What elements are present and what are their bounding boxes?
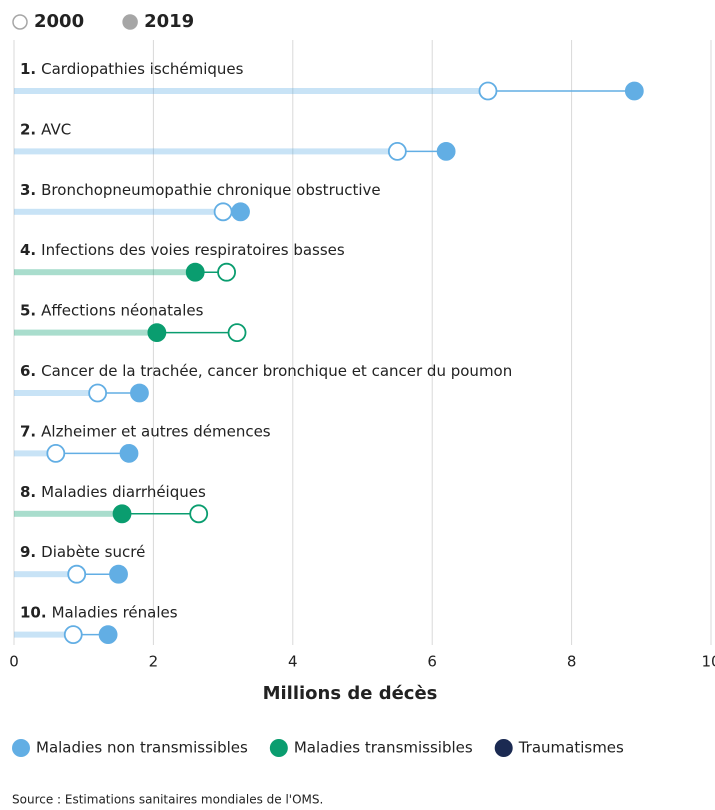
category-label: 5. Affections néonatales [20,301,204,319]
base-band [14,88,488,94]
x-tick-label: 6 [427,653,437,671]
base-band [14,329,157,336]
base-band [14,148,398,155]
rank: 5. [20,301,36,319]
base-band [14,510,123,517]
dot [217,262,236,282]
dot [478,81,498,101]
category-label: 7. Alzheimer et autres démences [20,422,271,440]
legend-label: Maladies transmissibles [294,739,473,757]
legend-label: Traumatismes [518,739,624,757]
category-label: 4. Infections des voies respiratoires bas… [20,241,345,259]
dot [436,141,456,161]
category-label: 1. Cardiopathies ischémiques [20,60,244,78]
category-name: AVC [41,120,71,138]
base-band [14,269,196,276]
category-name: Alzheimer et autres démences [41,422,271,440]
rank: 2. [20,120,36,138]
dot [213,202,233,222]
category-name: Infections des voies respiratoires basse… [41,241,345,259]
rank: 10. [20,603,47,621]
category-label: 6. Cancer de la trachée, cancer bronchiqu… [20,362,512,380]
dot [227,323,247,343]
rank: 1. [20,60,36,78]
legend-marker [122,14,138,30]
rank: 7. [20,422,36,440]
base-band [14,390,98,396]
base-band [14,208,224,215]
legend-label: 2019 [144,11,194,32]
category-name: Cancer de la trachée, cancer bronchique … [41,362,512,380]
rank: 9. [20,543,36,561]
category-label: 2. AVC [20,120,71,138]
dot [189,504,209,524]
source: Source : Estimations sanitaires mondiale… [12,793,323,807]
legend-label: 2000 [34,11,84,32]
rank: 6. [20,362,36,380]
x-tick-label: 2 [149,653,159,671]
dot [67,564,87,584]
dot [147,323,167,343]
base-band [14,631,74,638]
dot [119,443,139,463]
base-band [14,450,56,457]
category-label: 9. Diabète sucré [20,543,145,561]
dot [46,443,66,463]
category-label: 3. Bronchopneumopathie chronique obstruct… [20,180,381,198]
x-tick-label: 8 [567,653,577,671]
base-band [14,571,77,578]
dot [387,141,407,161]
dot [231,202,250,222]
category-name: Bronchopneumopathie chronique obstructiv… [41,180,381,198]
dot [624,81,644,101]
dot [185,262,205,282]
category-label: 10. Maladies rénales [20,603,178,621]
rank: 3. [20,180,36,198]
dot [98,625,118,644]
category-name: Maladies diarrhéiques [41,482,206,500]
x-tick-label: 10 [701,653,715,671]
category-name: Maladies rénales [52,603,178,621]
dot [112,504,132,524]
legend-marker [12,14,28,30]
category-label: 8. Maladies diarrhéiques [20,482,206,500]
legend-marker [269,739,288,757]
x-tick-label: 4 [288,653,298,671]
dot [88,383,108,403]
category-name: Affections néonatales [41,301,203,319]
dot [109,564,128,584]
category-name: Diabète sucré [41,543,145,561]
category-name: Cardiopathies ischémiques [41,60,244,78]
x-tick-label: 0 [9,653,19,671]
rank: 4. [20,241,36,259]
rank: 8. [20,482,36,500]
legend-marker [12,739,30,757]
x-axis-label: Millions de décès [263,683,438,704]
legend-label: Maladies non transmissibles [36,739,248,757]
legend-marker [494,739,513,757]
dot [63,625,83,644]
dot [130,383,149,403]
